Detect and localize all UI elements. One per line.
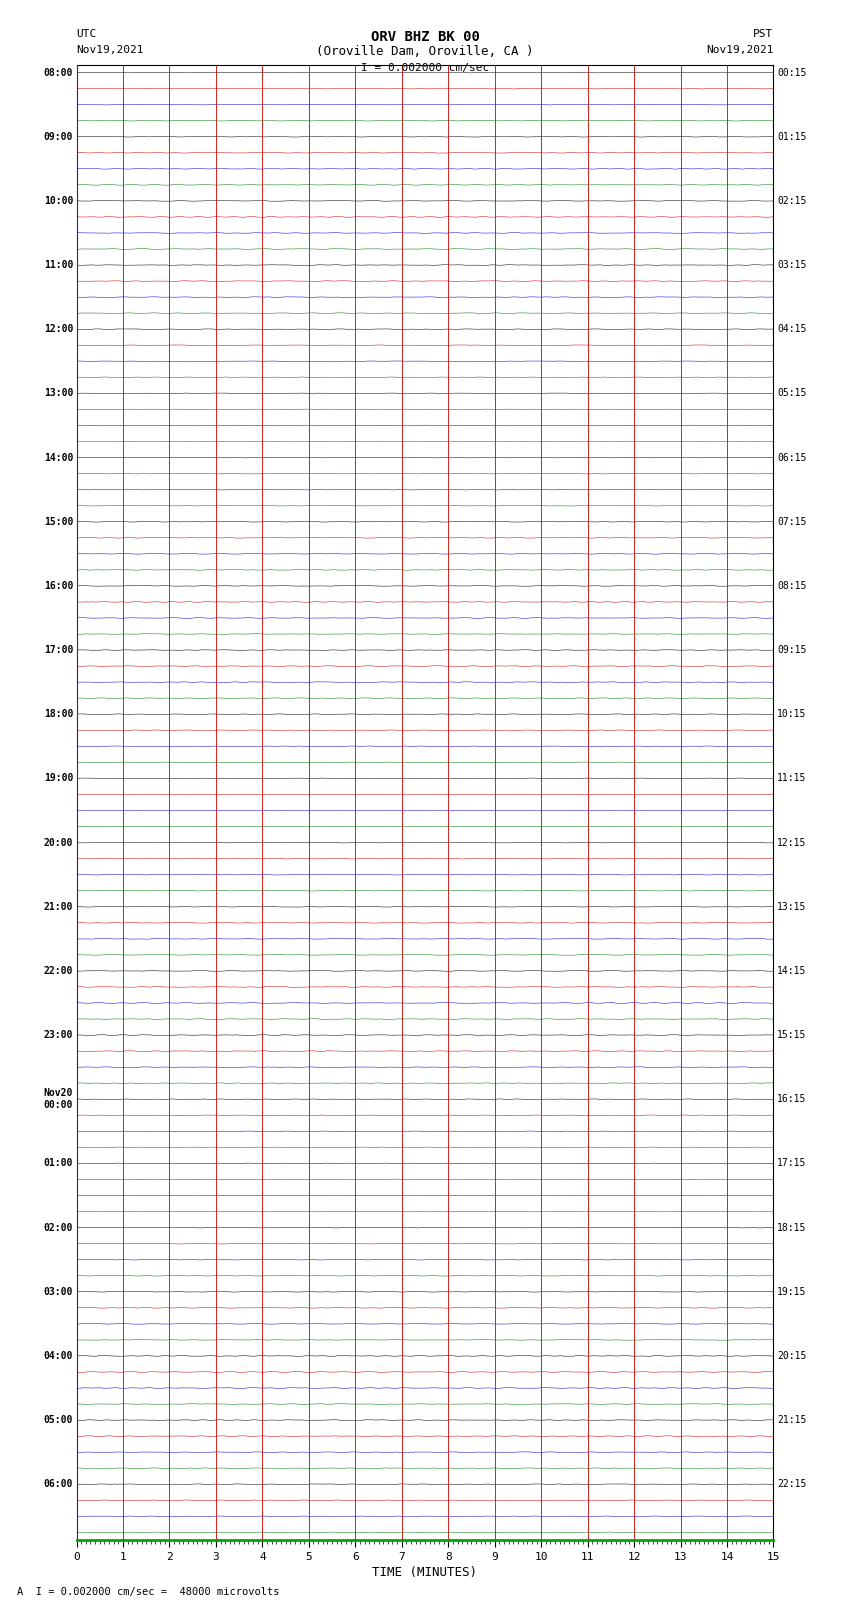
Text: 18:15: 18:15 [777,1223,807,1232]
Text: 01:15: 01:15 [777,132,807,142]
Text: 07:15: 07:15 [777,516,807,527]
Text: 17:00: 17:00 [43,645,73,655]
Text: 11:15: 11:15 [777,773,807,784]
Text: 15:15: 15:15 [777,1031,807,1040]
Text: 17:15: 17:15 [777,1158,807,1168]
Text: 20:15: 20:15 [777,1352,807,1361]
Text: PST: PST [753,29,774,39]
Text: 09:00: 09:00 [43,132,73,142]
Text: 21:00: 21:00 [43,902,73,911]
Text: 02:00: 02:00 [43,1223,73,1232]
Text: 18:00: 18:00 [43,710,73,719]
Text: 05:00: 05:00 [43,1415,73,1426]
Text: 21:15: 21:15 [777,1415,807,1426]
Text: 01:00: 01:00 [43,1158,73,1168]
X-axis label: TIME (MINUTES): TIME (MINUTES) [372,1566,478,1579]
Text: 05:15: 05:15 [777,389,807,398]
Text: 06:15: 06:15 [777,453,807,463]
Text: (Oroville Dam, Oroville, CA ): (Oroville Dam, Oroville, CA ) [316,45,534,58]
Text: UTC: UTC [76,29,97,39]
Text: 14:00: 14:00 [43,453,73,463]
Text: A  I = 0.002000 cm/sec =  48000 microvolts: A I = 0.002000 cm/sec = 48000 microvolts [17,1587,280,1597]
Text: 03:00: 03:00 [43,1287,73,1297]
Text: 10:00: 10:00 [43,195,73,206]
Text: 10:15: 10:15 [777,710,807,719]
Text: 08:00: 08:00 [43,68,73,77]
Text: 22:15: 22:15 [777,1479,807,1489]
Text: 16:15: 16:15 [777,1094,807,1105]
Text: 02:15: 02:15 [777,195,807,206]
Text: 11:00: 11:00 [43,260,73,269]
Text: 13:00: 13:00 [43,389,73,398]
Text: 15:00: 15:00 [43,516,73,527]
Text: I = 0.002000 cm/sec: I = 0.002000 cm/sec [361,63,489,73]
Text: Nov20
00:00: Nov20 00:00 [43,1089,73,1110]
Text: 06:00: 06:00 [43,1479,73,1489]
Text: 08:15: 08:15 [777,581,807,590]
Text: 04:00: 04:00 [43,1352,73,1361]
Text: 13:15: 13:15 [777,902,807,911]
Text: 12:00: 12:00 [43,324,73,334]
Text: 04:15: 04:15 [777,324,807,334]
Text: 23:00: 23:00 [43,1031,73,1040]
Text: Nov19,2021: Nov19,2021 [76,45,144,55]
Text: 00:15: 00:15 [777,68,807,77]
Text: 03:15: 03:15 [777,260,807,269]
Text: 20:00: 20:00 [43,837,73,847]
Text: 12:15: 12:15 [777,837,807,847]
Text: 14:15: 14:15 [777,966,807,976]
Text: 19:15: 19:15 [777,1287,807,1297]
Text: 22:00: 22:00 [43,966,73,976]
Text: 16:00: 16:00 [43,581,73,590]
Text: 19:00: 19:00 [43,773,73,784]
Text: ORV BHZ BK 00: ORV BHZ BK 00 [371,31,479,44]
Text: Nov19,2021: Nov19,2021 [706,45,774,55]
Text: 09:15: 09:15 [777,645,807,655]
